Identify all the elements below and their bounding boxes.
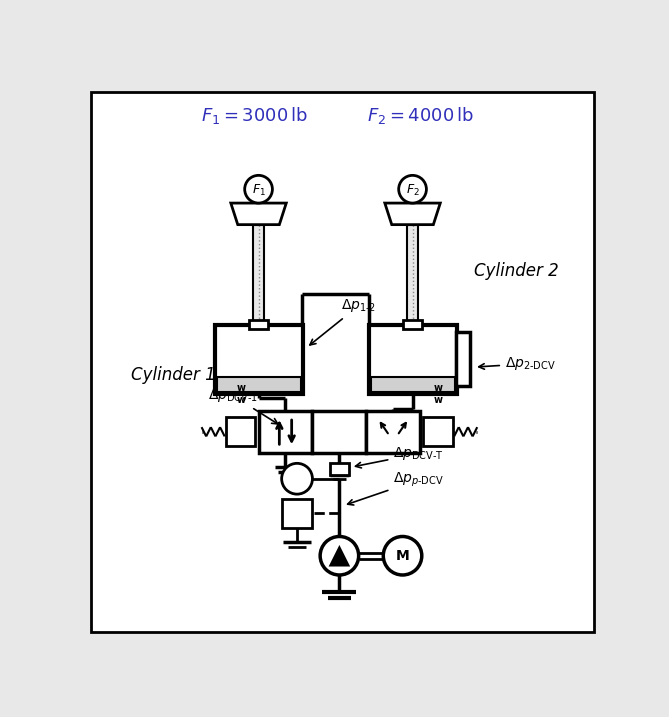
Text: M: M <box>395 549 409 563</box>
Text: $\mathbf{\mathit{F_1}}$: $\mathbf{\mathit{F_1}}$ <box>252 184 266 199</box>
Circle shape <box>320 536 359 575</box>
Circle shape <box>282 463 312 494</box>
Bar <box>253 224 264 325</box>
Polygon shape <box>385 203 440 224</box>
Bar <box>226 417 256 447</box>
Bar <box>371 377 455 392</box>
Bar <box>282 499 312 528</box>
Bar <box>407 224 418 325</box>
Bar <box>215 325 303 394</box>
Polygon shape <box>231 203 286 224</box>
Polygon shape <box>328 545 350 566</box>
Bar <box>403 320 421 329</box>
Bar <box>258 411 312 453</box>
Text: $\Delta p_{\mathrm{DCV}\text{-}1}$: $\Delta p_{\mathrm{DCV}\text{-}1}$ <box>209 387 278 424</box>
Bar <box>456 333 470 386</box>
Bar <box>367 411 420 453</box>
Bar <box>369 325 457 394</box>
Circle shape <box>399 176 426 203</box>
Text: $\Delta p_{1\text{-}2}$: $\Delta p_{1\text{-}2}$ <box>310 298 376 345</box>
Text: w
w: w w <box>236 383 246 405</box>
Text: $\mathbf{\mathit{F_2}}$: $\mathbf{\mathit{F_2}}$ <box>405 184 419 199</box>
Text: $F_1 = 3000\,\mathrm{lb}$: $F_1 = 3000\,\mathrm{lb}$ <box>201 105 308 125</box>
Text: $\Delta p_{\mathrm{DCV}\text{-T}}$: $\Delta p_{\mathrm{DCV}\text{-T}}$ <box>355 445 444 468</box>
Circle shape <box>383 536 421 575</box>
Text: $F_2 = 4000\,\mathrm{lb}$: $F_2 = 4000\,\mathrm{lb}$ <box>367 105 474 125</box>
Text: $\Delta p_{2\text{-DCV}}$: $\Delta p_{2\text{-DCV}}$ <box>479 355 556 372</box>
Bar <box>217 377 301 392</box>
Bar <box>250 320 268 329</box>
Circle shape <box>245 176 272 203</box>
Bar <box>330 462 349 475</box>
Text: Cylinder 1: Cylinder 1 <box>132 366 216 384</box>
Bar <box>423 417 453 447</box>
Text: w
w: w w <box>434 383 442 405</box>
Text: $\Delta p_{p\text{-DCV}}$: $\Delta p_{p\text{-DCV}}$ <box>348 470 444 505</box>
Bar <box>312 411 367 453</box>
Text: Cylinder 2: Cylinder 2 <box>474 262 559 280</box>
